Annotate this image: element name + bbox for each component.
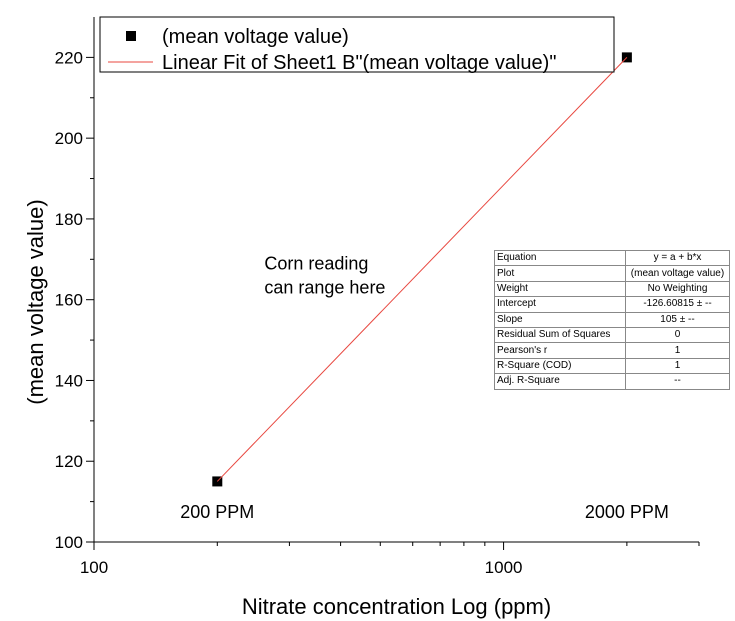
fit-table-row: Weight No Weighting xyxy=(494,280,730,298)
fit-table-row: Slope 105 ± -- xyxy=(494,311,730,328)
fit-table-value: 1 xyxy=(625,342,730,359)
x-axis-title: Nitrate concentration Log (ppm) xyxy=(242,594,551,619)
chart-marks xyxy=(212,52,632,487)
fit-table-row: Intercept -126.60815 ± -- xyxy=(494,296,730,313)
axes: 100 120 140 160 180 200 220 100 1000 Nitrate conc… xyxy=(23,17,700,619)
y-tick-label: 100 xyxy=(55,533,83,552)
fit-table-row: Residual Sum of Squares 0 xyxy=(494,326,730,344)
fit-table-value: 0 xyxy=(625,326,730,344)
fit-table-row: Equation y = a + b*x xyxy=(494,249,730,267)
y-tick-label: 200 xyxy=(55,129,83,148)
legend-marker-swatch xyxy=(126,31,136,41)
legend-entry-label: Linear Fit of Sheet1 B"(mean voltage val… xyxy=(162,52,556,74)
fit-table-row: Plot (mean voltage value) xyxy=(494,265,730,282)
fit-table-key: Adj. R-Square xyxy=(494,373,626,390)
annotation-text: can range here xyxy=(264,278,385,298)
fit-table-value: -- xyxy=(625,373,730,390)
annotation-text: 200 PPM xyxy=(180,502,254,522)
legend: (mean voltage value) Linear Fit of Sheet1… xyxy=(99,16,615,74)
x-tick-label: 100 xyxy=(80,558,108,577)
fit-table-key: R-Square (COD) xyxy=(494,357,626,375)
y-axis-title: (mean voltage value) xyxy=(23,199,48,404)
annotation-text: Corn reading xyxy=(264,253,368,273)
y-tick-label: 220 xyxy=(55,48,83,67)
fit-table-key: Plot xyxy=(494,265,626,282)
fit-table-key: Slope xyxy=(494,311,626,328)
y-tick-label: 160 xyxy=(55,291,83,310)
y-tick-label: 120 xyxy=(55,452,83,471)
annotation-text: 2000 PPM xyxy=(585,502,669,522)
fit-table-row: Adj. R-Square -- xyxy=(494,373,730,390)
fit-table-key: Residual Sum of Squares xyxy=(494,326,626,344)
fit-table-key: Equation xyxy=(494,249,626,267)
fit-table-value: -126.60815 ± -- xyxy=(625,296,730,313)
x-tick-label: 1000 xyxy=(485,558,523,577)
fit-table-key: Weight xyxy=(494,280,626,298)
fit-table-row: R-Square (COD) 1 xyxy=(494,357,730,375)
fit-table-value: (mean voltage value) xyxy=(625,265,730,282)
annotations: Corn reading can range here 200 PPM 2000 PP… xyxy=(180,253,669,521)
fit-table-value: y = a + b*x xyxy=(625,249,730,267)
fit-table-value: 105 ± -- xyxy=(625,311,730,328)
legend-box xyxy=(99,16,615,73)
y-tick-label: 140 xyxy=(55,371,83,390)
fit-table-key: Intercept xyxy=(494,296,626,313)
fit-table-key: Pearson's r xyxy=(494,342,626,359)
fit-line xyxy=(216,57,628,482)
fit-table-value: No Weighting xyxy=(625,280,730,298)
fit-table-value: 1 xyxy=(625,357,730,375)
y-tick-label: 180 xyxy=(55,210,83,229)
fit-results-table: Equation y = a + b*x Plot (mean voltage val… xyxy=(494,249,730,390)
legend-entry-label: (mean voltage value) xyxy=(162,26,349,48)
